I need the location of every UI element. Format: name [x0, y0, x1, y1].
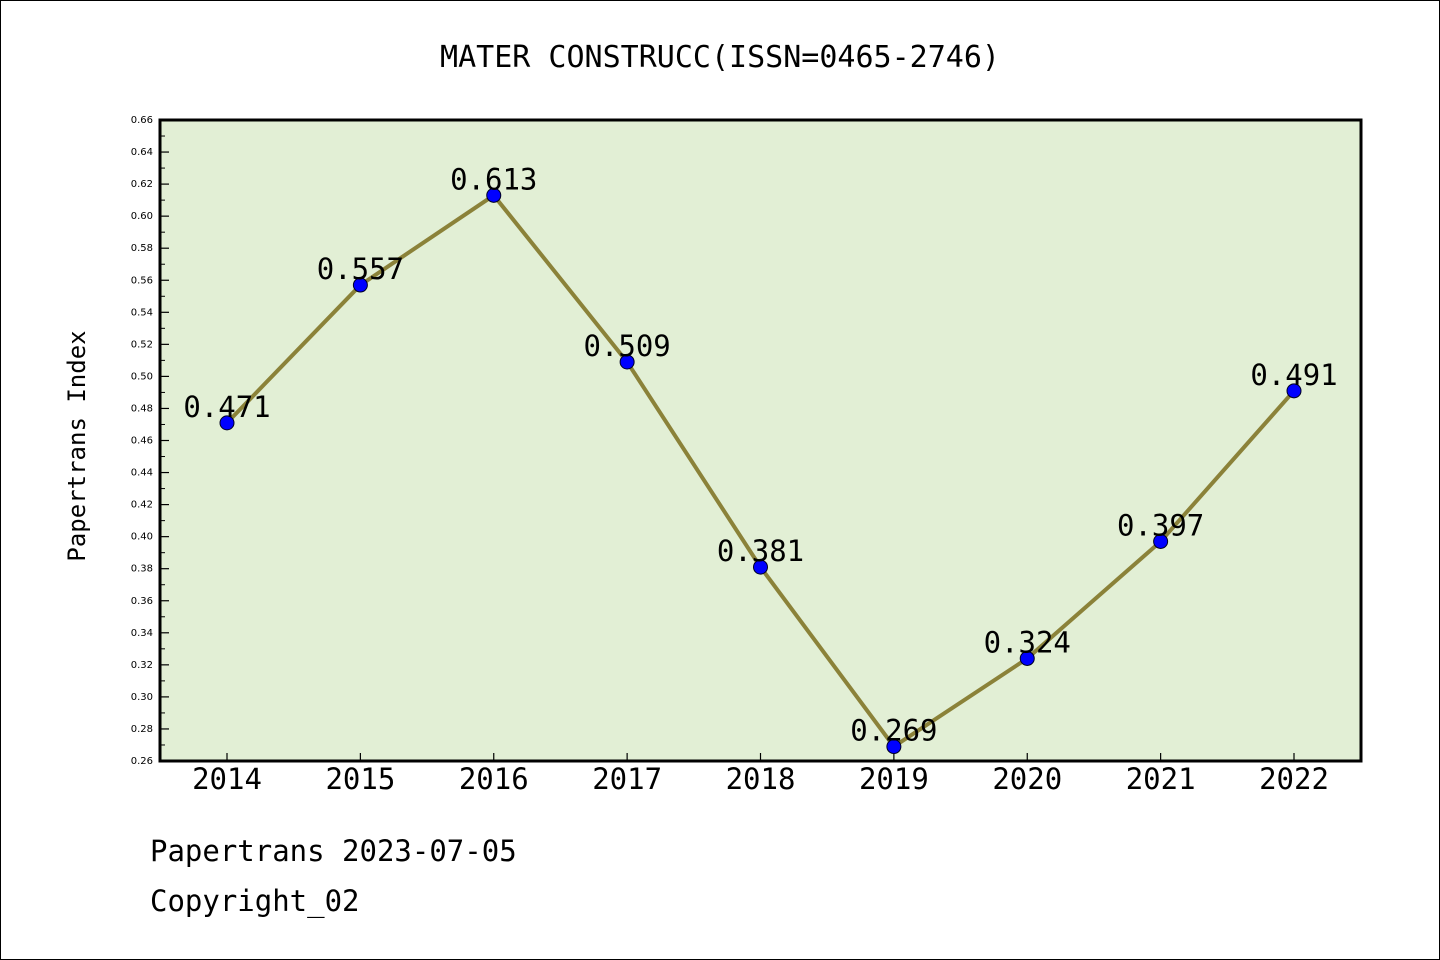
y-tick-label: 0.42	[131, 500, 153, 511]
y-axis-label: Papertrans Index	[63, 330, 91, 561]
data-label-2018: 0.381	[717, 534, 804, 568]
y-tick-label: 0.32	[131, 660, 153, 671]
y-tick-label: 0.44	[131, 468, 153, 479]
data-point-2014	[219, 415, 235, 431]
y-tick-label: 0.28	[131, 724, 153, 735]
y-tick-label: 0.48	[131, 403, 153, 414]
y-tick-label: 0.58	[131, 243, 153, 254]
footer-copyright: Copyright_02	[150, 884, 360, 918]
y-tick-label: 0.46	[131, 436, 153, 447]
x-tick-label: 2021	[1126, 762, 1196, 796]
data-label-2017: 0.509	[583, 329, 670, 363]
x-tick-label: 2018	[726, 762, 796, 796]
y-tick-label: 0.36	[131, 596, 153, 607]
data-labels: 0.471 0.557 0.613 0.509 0.381 0.269 0.324 0.397…	[183, 162, 1337, 747]
x-tick-label: 2016	[459, 762, 529, 796]
y-tick-label: 0.66	[131, 115, 153, 126]
data-markers	[219, 187, 1302, 755]
footer-date: Papertrans 2023-07-05	[150, 834, 517, 868]
y-tick-label: 0.64	[131, 147, 153, 158]
data-point-2016	[486, 187, 502, 203]
data-label-2014: 0.471	[183, 390, 270, 424]
y-tick-label: 0.38	[131, 564, 153, 575]
data-label-2021: 0.397	[1117, 508, 1204, 542]
y-tick-label: 0.52	[131, 339, 153, 350]
data-point-2021	[1153, 533, 1169, 549]
y-tick-label: 0.40	[131, 532, 153, 543]
x-axis-ticks: 2014 2015 2016 2017 2018 2019 2020 2021 2022	[192, 753, 1329, 796]
data-point-2020	[1019, 650, 1035, 666]
data-point-2019	[886, 739, 902, 755]
x-tick-label: 2020	[992, 762, 1062, 796]
data-label-2016: 0.613	[450, 162, 537, 196]
x-tick-label: 2019	[859, 762, 929, 796]
y-tick-label: 0.62	[131, 179, 153, 190]
plot-area	[158, 118, 1363, 763]
x-tick-label: 2017	[592, 762, 662, 796]
y-tick-label: 0.34	[131, 628, 153, 639]
y-tick-label: 0.60	[131, 211, 153, 222]
y-tick-label: 0.30	[131, 692, 153, 703]
x-tick-label: 2015	[325, 762, 395, 796]
chart-title: MATER CONSTRUCC(ISSN=0465-2746)	[440, 40, 1000, 75]
data-label-2019: 0.269	[850, 714, 937, 748]
x-tick-label: 2014	[192, 762, 262, 796]
x-tick-label: 2022	[1259, 762, 1329, 796]
data-label-2022: 0.491	[1250, 358, 1337, 392]
data-point-2017	[619, 354, 635, 370]
data-point-2022	[1286, 383, 1302, 399]
data-label-2015: 0.557	[317, 252, 404, 286]
data-point-2015	[352, 277, 368, 293]
data-point-2018	[753, 559, 768, 575]
y-tick-label: 0.26	[131, 756, 153, 767]
y-tick-label: 0.56	[131, 275, 153, 286]
y-tick-label: 0.54	[131, 307, 153, 318]
y-axis-ticks: 0.26 0.28 0.30 0.32 0.34 0.36 0.38 0.40 0.42 0.44…	[131, 115, 169, 767]
data-label-2020: 0.324	[984, 625, 1071, 659]
y-tick-label: 0.50	[131, 371, 153, 382]
